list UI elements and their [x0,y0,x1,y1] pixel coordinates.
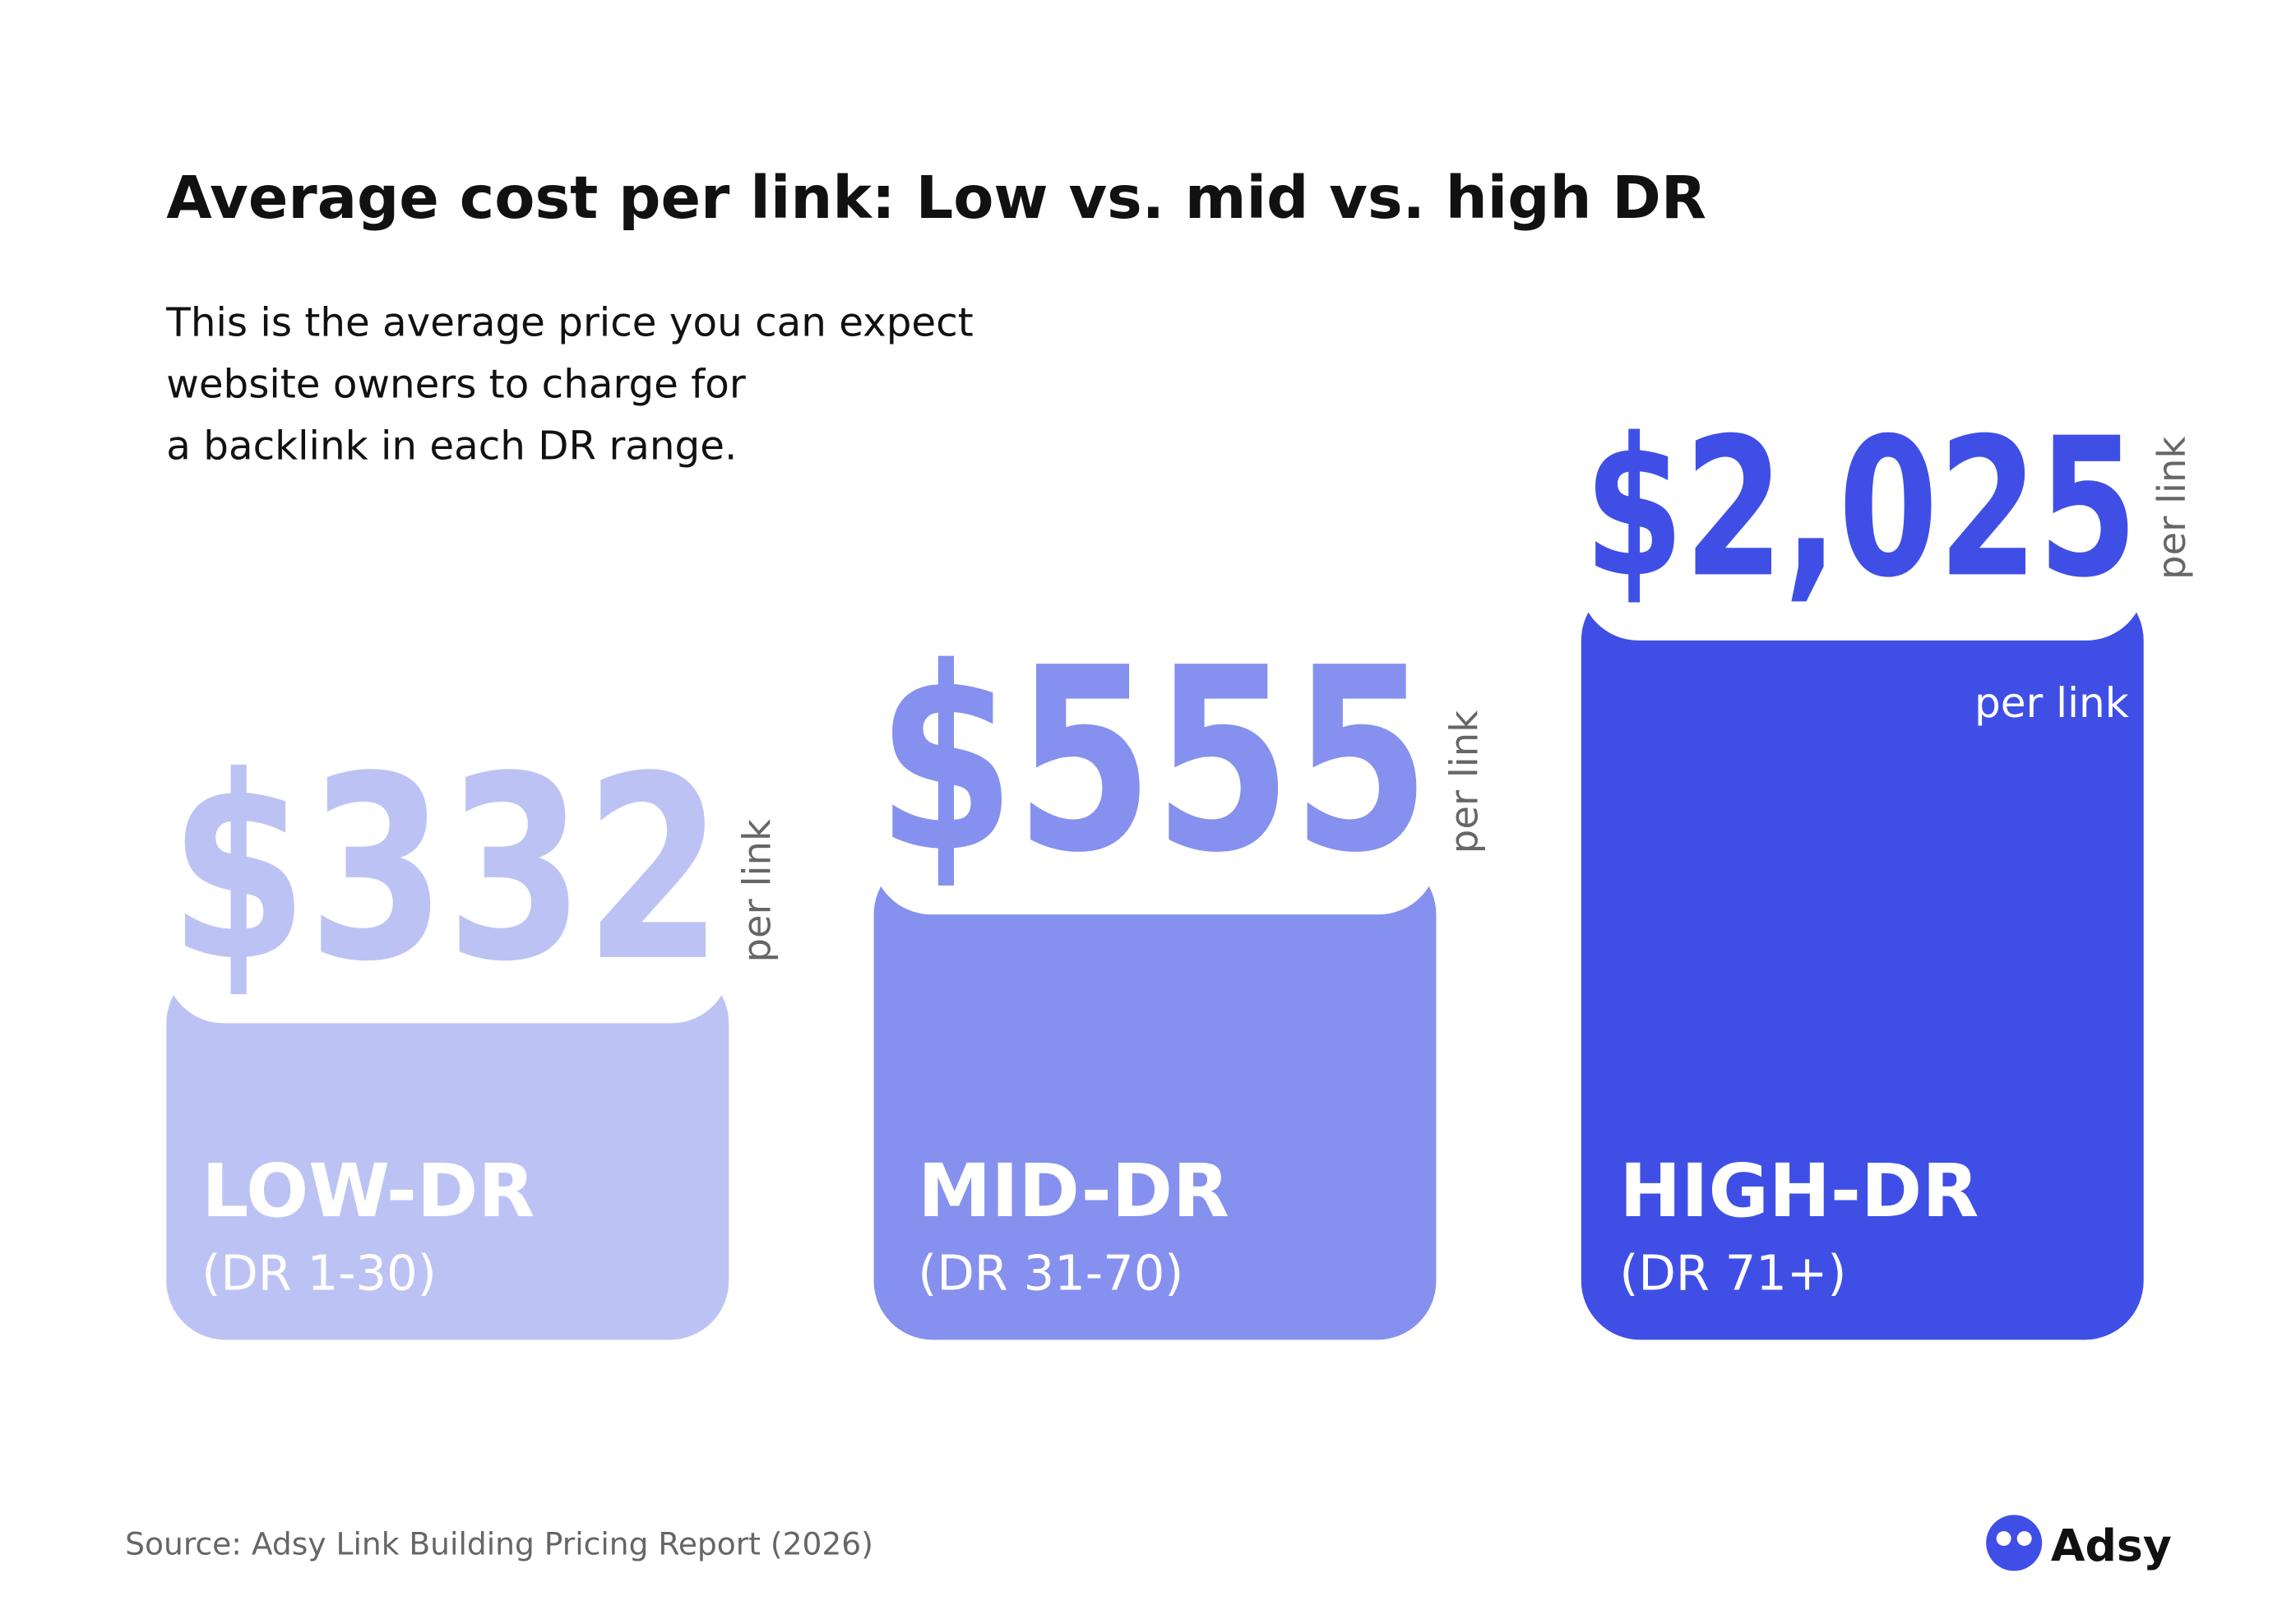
bar [166,964,729,1340]
subtitle-line: website owners to charge for [166,362,746,408]
bar [1581,581,2144,1340]
value-label: $2,025 [1584,396,2137,619]
category-label: HIGH-DR [1619,1149,1979,1234]
logo-eye [2016,1531,2032,1546]
value-label: $555 [877,613,1430,909]
bar-tab [164,669,731,1024]
unit-label: per link [2150,437,2194,580]
bar-tab [1580,287,2145,641]
category-range: (DR 71+) [1619,1244,1846,1301]
category-range: (DR 1-30) [201,1244,437,1301]
logo-eye [1996,1531,2011,1546]
brand-name: Adsy [2051,1520,2172,1571]
value-label: $332 [169,722,723,1017]
subtitle-line: This is the average price you can expect [165,299,973,345]
chart-title: Average cost per link: Low vs. mid vs. h… [166,164,1706,232]
source-note: Source: Adsy Link Building Pricing Repor… [125,1526,873,1562]
logo-icon [1986,1515,2043,1571]
bar-tab [872,561,1438,915]
unit-label: per link [1442,710,1487,854]
subtitle-line: a backlink in each DR range. [166,423,737,470]
category-label: LOW-DR [201,1149,535,1234]
category-label: MID-DR [918,1149,1229,1234]
brand-logo: Adsy [1986,1515,2172,1571]
bar [873,855,1437,1340]
category-range: (DR 31-70) [918,1244,1183,1301]
unit-label: per link [734,819,779,962]
inner-unit-label: per link [1974,678,2129,727]
